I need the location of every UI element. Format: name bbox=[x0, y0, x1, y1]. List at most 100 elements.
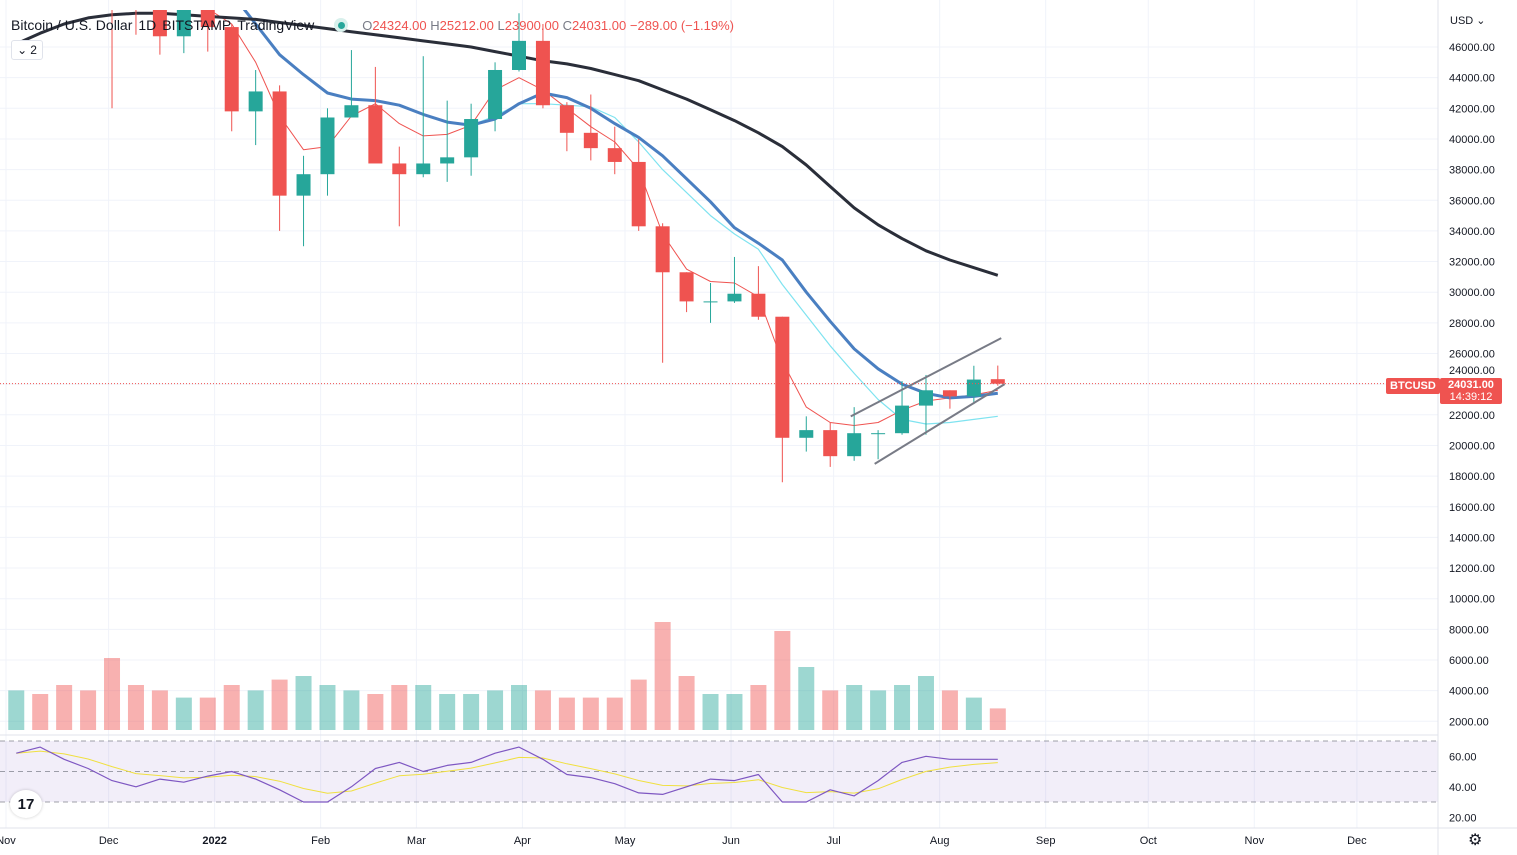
volume-bar bbox=[127, 685, 144, 730]
candles bbox=[111, 10, 1005, 483]
last-price-label: 24031.00 14:39:12 bbox=[1440, 378, 1502, 404]
candle-body bbox=[464, 119, 479, 158]
candle-body bbox=[607, 148, 622, 162]
tradingview-logo-icon[interactable]: 17 bbox=[10, 790, 42, 818]
volume-bar bbox=[8, 690, 25, 730]
candle-body bbox=[871, 433, 886, 435]
price-tick-label: 24000.00 bbox=[1449, 365, 1495, 377]
price-tick-label: 16000.00 bbox=[1449, 502, 1495, 514]
time-tick-label: 2022 bbox=[202, 835, 226, 847]
collapse-indicators-button[interactable]: ⌄ 2 bbox=[11, 40, 43, 60]
volume-bar bbox=[941, 690, 958, 730]
price-tick-label: 22000.00 bbox=[1449, 410, 1495, 422]
candle-body bbox=[703, 301, 718, 303]
rsi-band bbox=[0, 741, 1438, 802]
source: TradingView bbox=[237, 17, 315, 33]
channel-drawing[interactable] bbox=[850, 337, 1006, 465]
price-tick-label: 40000.00 bbox=[1449, 134, 1495, 146]
candle-body bbox=[392, 163, 407, 175]
chevron-down-icon: ⌄ bbox=[17, 43, 28, 57]
price-tick-label: 4000.00 bbox=[1449, 686, 1489, 698]
time-tick-label: Dec bbox=[99, 835, 119, 847]
price-tick-label: 46000.00 bbox=[1449, 42, 1495, 54]
candle-body bbox=[751, 293, 766, 317]
candle-body bbox=[248, 91, 263, 112]
rsi-tick-label: 60.00 bbox=[1449, 751, 1477, 763]
volume-bar bbox=[894, 685, 911, 730]
time-tick-label: Feb bbox=[311, 835, 330, 847]
volume-bar bbox=[750, 685, 767, 730]
ma200-line bbox=[15, 11, 999, 277]
time-tick-label: May bbox=[615, 835, 636, 847]
interval: 1D bbox=[138, 17, 157, 33]
candle-body bbox=[775, 316, 790, 438]
symbol-name: Bitcoin / U.S. Dollar bbox=[11, 17, 133, 33]
channel-lower-line bbox=[874, 383, 1006, 465]
market-open-dot-icon bbox=[334, 18, 349, 32]
rsi-tick-label: 20.00 bbox=[1449, 812, 1477, 824]
price-tick-label: 30000.00 bbox=[1449, 287, 1495, 299]
volume-bar bbox=[32, 694, 49, 730]
symbol-price-tag: BTCUSD bbox=[1386, 378, 1440, 394]
volume-bar bbox=[558, 697, 575, 730]
candle-body bbox=[918, 390, 933, 406]
volume-bar bbox=[415, 685, 432, 730]
candle-body bbox=[559, 105, 574, 133]
candle-body bbox=[847, 433, 862, 457]
moving-averages bbox=[15, 10, 999, 426]
volume-bar bbox=[295, 676, 312, 730]
rsi-tick-label: 40.00 bbox=[1449, 782, 1477, 794]
time-tick-label: Jul bbox=[827, 835, 841, 847]
candle-body bbox=[296, 174, 311, 196]
candle-body bbox=[823, 430, 838, 457]
rsi-line bbox=[16, 746, 998, 803]
candle-body bbox=[488, 69, 503, 120]
candle-body bbox=[344, 105, 359, 118]
price-tick-label: 26000.00 bbox=[1449, 349, 1495, 361]
price-tick-label: 36000.00 bbox=[1449, 195, 1495, 207]
time-tick-label: Jun bbox=[722, 835, 740, 847]
volume-bar bbox=[870, 690, 887, 730]
bar-countdown: 14:39:12 bbox=[1449, 391, 1493, 403]
candle-body bbox=[320, 117, 335, 175]
candle-body bbox=[416, 163, 431, 175]
time-tick-label: Dec bbox=[1347, 835, 1367, 847]
price-tick-label: 12000.00 bbox=[1449, 563, 1495, 575]
grid bbox=[0, 0, 1438, 828]
volume-bar bbox=[104, 658, 121, 730]
time-tick-label: Oct bbox=[1140, 835, 1157, 847]
volume-bar bbox=[534, 690, 551, 730]
price-tick-label: 2000.00 bbox=[1449, 716, 1489, 728]
volume-bar bbox=[606, 697, 623, 730]
currency-selector[interactable]: USD ⌄ bbox=[1450, 15, 1486, 27]
volume-bar bbox=[702, 694, 719, 730]
volume-bar bbox=[678, 676, 695, 730]
volume-bar bbox=[774, 631, 791, 730]
gear-icon[interactable]: ⚙ bbox=[1468, 832, 1483, 849]
ohlc-values: O24324.00 H25212.00 L23900.00 C24031.00 … bbox=[362, 17, 734, 33]
ma20-line bbox=[208, 10, 998, 426]
volume-bar bbox=[343, 690, 360, 730]
price-tick-label: 38000.00 bbox=[1449, 165, 1495, 177]
volume-bar bbox=[391, 685, 408, 730]
candle-body bbox=[224, 27, 239, 112]
volume-bar bbox=[439, 694, 456, 730]
candle-body bbox=[990, 379, 1005, 384]
volume-bar bbox=[511, 685, 527, 730]
exchange: BITSTAMP bbox=[162, 17, 232, 33]
volume-bar bbox=[654, 622, 671, 730]
price-tick-label: 18000.00 bbox=[1449, 471, 1495, 483]
price-tick-label: 32000.00 bbox=[1449, 257, 1495, 269]
price-tick-label: 10000.00 bbox=[1449, 594, 1495, 606]
price-tick-label: 34000.00 bbox=[1449, 226, 1495, 238]
price-tick-label: 6000.00 bbox=[1449, 655, 1489, 667]
ma-cyan-line bbox=[470, 103, 998, 425]
price-tick-label: 44000.00 bbox=[1449, 73, 1495, 85]
volume-bar bbox=[175, 697, 192, 730]
volume-bar bbox=[630, 679, 647, 730]
volume-bars bbox=[8, 622, 1006, 730]
symbol-legend[interactable]: Bitcoin / U.S. Dollar 1D BITSTAMP Tradin… bbox=[11, 17, 734, 33]
volume-bar bbox=[726, 694, 743, 730]
time-tick-label: Apr bbox=[514, 835, 531, 847]
